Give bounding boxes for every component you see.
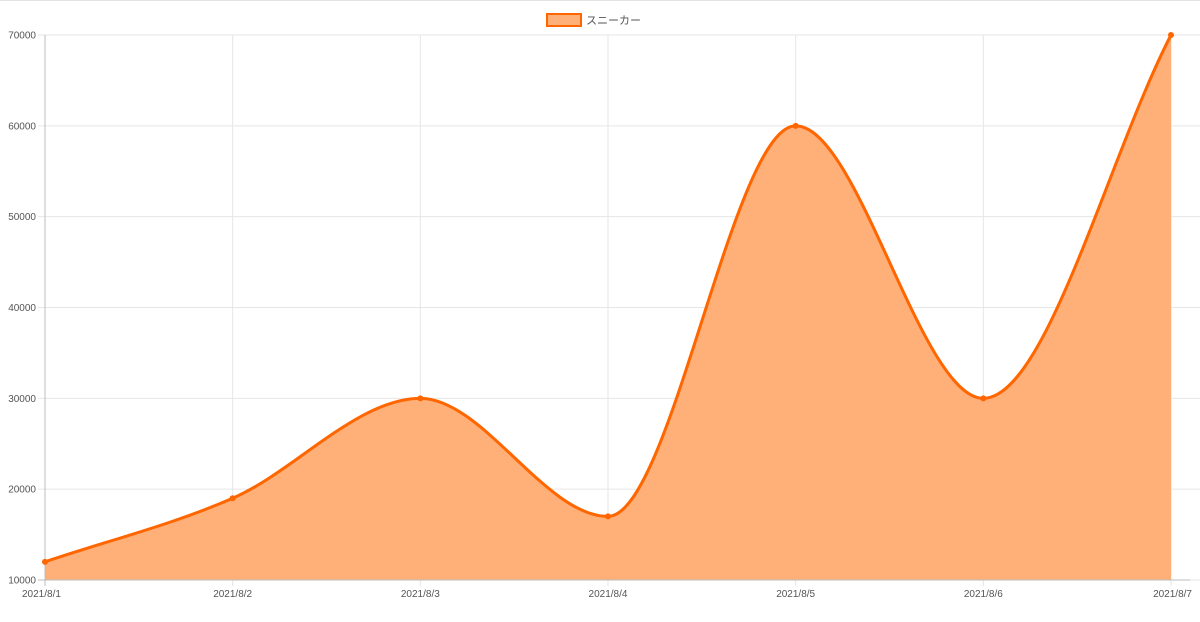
legend-label[interactable]: スニーカー [586, 14, 641, 27]
y-axis-tick-labels: 10000 20000 30000 40000 50000 60000 70000 [8, 31, 36, 587]
series-area-fill [45, 35, 1171, 580]
x-tick-label: 2021/8/3 [401, 589, 440, 600]
data-point [229, 495, 236, 502]
x-tick-label: 2021/8/4 [589, 589, 628, 600]
series-area-layer [44, 34, 1173, 580]
series-line [44, 34, 1173, 564]
data-point [417, 395, 424, 402]
data-point [980, 395, 987, 402]
data-points [42, 32, 1174, 565]
legend[interactable]: スニーカー [546, 13, 641, 27]
y-tick-label: 30000 [8, 394, 36, 405]
y-tick-label: 50000 [8, 212, 36, 223]
y-tick-label: 20000 [8, 485, 36, 496]
legend-swatch[interactable] [546, 13, 582, 27]
x-axis-tick-labels: 2021/8/1 2021/8/2 2021/8/3 2021/8/4 2021/8/5… [22, 589, 1192, 600]
x-tick-label: 2021/8/5 [776, 589, 815, 600]
y-tick-label: 40000 [8, 303, 36, 314]
top-border [0, 0, 1200, 1]
y-tick-label: 60000 [8, 121, 36, 132]
x-tick-label: 2021/8/2 [213, 589, 252, 600]
x-tick-label: 2021/8/1 [22, 589, 61, 600]
axes [38, 35, 1190, 586]
data-point [42, 558, 48, 565]
x-tick-label: 2021/8/7 [1153, 589, 1192, 600]
data-point [1168, 32, 1174, 38]
y-tick-label: 70000 [8, 31, 36, 42]
y-tick-label: 10000 [8, 576, 36, 587]
data-point [792, 122, 799, 129]
data-point [605, 513, 611, 520]
x-tick-label: 2021/8/6 [964, 589, 1003, 600]
